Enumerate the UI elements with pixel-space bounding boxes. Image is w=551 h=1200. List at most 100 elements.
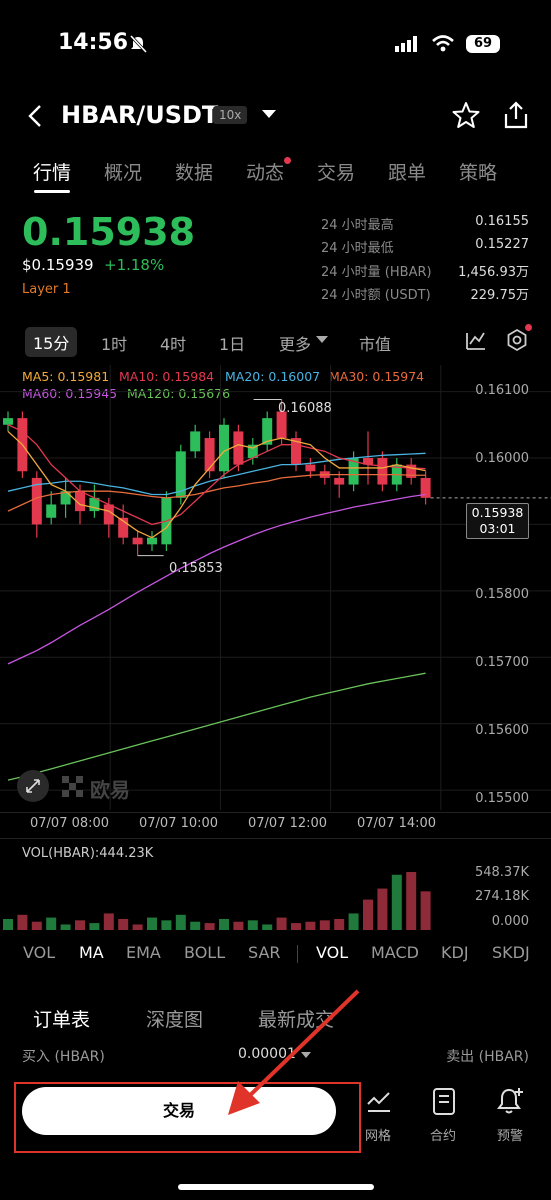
expand-icon xyxy=(26,779,40,793)
timeframe-4h[interactable]: 4时 xyxy=(160,335,187,354)
candle-down xyxy=(75,491,85,512)
stat-value-high: 0.16155 xyxy=(475,214,529,229)
stat-value-low: 0.15227 xyxy=(475,237,529,252)
pair-title[interactable]: HBAR/USDT xyxy=(61,101,219,129)
notification-dot xyxy=(284,157,291,164)
volume-bar-up xyxy=(175,914,186,930)
candlestick-chart[interactable] xyxy=(0,365,551,810)
volume-divider xyxy=(0,838,551,839)
volume-bar-down xyxy=(305,921,316,930)
candle-down xyxy=(291,438,301,465)
orderbook-panel xyxy=(0,980,551,1080)
ind-ma[interactable]: MA xyxy=(79,943,104,962)
layer-tag[interactable]: Layer 1 xyxy=(22,282,71,297)
ind-skdj[interactable]: SKDJ xyxy=(492,943,530,962)
highlight-box xyxy=(14,1082,361,1153)
x-tick-2: 07/07 12:00 xyxy=(248,816,328,831)
y-tick-4: 0.15600 xyxy=(475,723,529,738)
ma30-line xyxy=(7,473,426,512)
ob-sell-label: 卖出 (HBAR) xyxy=(446,1049,529,1065)
ma30-legend: MA30: 0.15974 xyxy=(329,369,425,384)
tab-news[interactable]: 动态 xyxy=(246,162,285,184)
okx-logo-icon xyxy=(62,776,83,797)
current-price-value: 0.15938 xyxy=(471,505,524,520)
ind-kdj[interactable]: KDJ xyxy=(441,943,469,962)
grid-icon[interactable] xyxy=(365,1088,393,1116)
contract-icon[interactable] xyxy=(430,1087,458,1117)
volume-chart xyxy=(3,872,431,930)
ob-precision[interactable]: 0.00001 xyxy=(238,1046,296,1062)
y-tick-1: 0.16000 xyxy=(475,451,529,466)
battery-icon: 69 xyxy=(466,35,500,53)
candle-down xyxy=(377,457,388,485)
tool-alert-label[interactable]: 预警 xyxy=(497,1129,524,1144)
price-change: +1.18% xyxy=(104,256,165,274)
star-icon[interactable] xyxy=(452,101,480,129)
ind-ema[interactable]: EMA xyxy=(126,943,161,962)
trade-button[interactable]: 交易 xyxy=(22,1087,336,1135)
expand-button[interactable] xyxy=(17,770,49,802)
ind-sar[interactable]: SAR xyxy=(248,943,281,962)
tab-trade[interactable]: 交易 xyxy=(317,162,356,184)
timeframe-15m[interactable]: 15分 xyxy=(25,327,78,357)
candle-down xyxy=(31,477,42,525)
last-price: 0.15938 xyxy=(22,210,196,254)
alert-bell-icon[interactable] xyxy=(495,1086,525,1116)
tab-overview[interactable]: 概况 xyxy=(104,162,143,184)
ind-boll[interactable]: BOLL xyxy=(184,943,226,962)
timeframe-marketcap[interactable]: 市值 xyxy=(359,335,392,354)
ob-tab-depth[interactable]: 深度图 xyxy=(146,1009,204,1031)
tab-strategy[interactable]: 策略 xyxy=(459,162,498,184)
candle-down xyxy=(420,477,431,498)
stat-label-volume: 24 小时量 (HBAR) xyxy=(321,265,432,280)
tool-grid-label[interactable]: 网格 xyxy=(365,1129,392,1144)
ma5-line xyxy=(7,430,426,539)
candle-up xyxy=(147,537,157,545)
vol-tick-2: 0.000 xyxy=(491,914,529,929)
ind-vol-main[interactable]: VOL xyxy=(23,943,56,962)
volume-bar-up xyxy=(262,924,273,930)
candle-down xyxy=(363,457,373,465)
volume-bar-down xyxy=(31,921,42,930)
vol-tick-1: 274.18K xyxy=(474,889,529,904)
ind-vol-sub[interactable]: VOL xyxy=(316,943,349,962)
volume-bar-down xyxy=(319,920,330,930)
timeframe-1h[interactable]: 1时 xyxy=(101,335,128,354)
ind-macd[interactable]: MACD xyxy=(371,943,419,962)
timeframe-1d[interactable]: 1日 xyxy=(219,335,246,354)
volume-bar-up xyxy=(348,913,359,930)
tab-data[interactable]: 数据 xyxy=(175,162,214,184)
stat-label-low: 24 小时最低 xyxy=(321,241,394,256)
precision-chevron-icon xyxy=(301,1052,311,1058)
volume-bar-up xyxy=(46,917,57,930)
tab-market[interactable]: 行情 xyxy=(33,162,72,184)
ob-tab-orderbook[interactable]: 订单表 xyxy=(33,1009,91,1031)
countdown: 03:01 xyxy=(479,521,516,536)
candle-up xyxy=(89,497,100,512)
timeframe-more[interactable]: 更多 xyxy=(279,335,312,354)
candle-up xyxy=(190,431,201,452)
volume-bar-up xyxy=(219,918,229,930)
back-icon[interactable] xyxy=(26,104,44,128)
settings-icon[interactable] xyxy=(505,328,529,352)
candle-up xyxy=(175,451,186,498)
volume-bar-down xyxy=(276,917,287,930)
y-tick-0: 0.16100 xyxy=(475,383,529,398)
current-price-tag: 0.15938 03:01 xyxy=(466,503,529,539)
x-tick-1: 07/07 10:00 xyxy=(139,816,219,831)
volume-bar-down xyxy=(363,899,373,930)
price-usd: $0.15939 xyxy=(22,256,94,274)
ob-tab-trades[interactable]: 最新成交 xyxy=(258,1009,335,1031)
tab-underline xyxy=(34,190,70,193)
indicator-icon[interactable] xyxy=(465,329,487,351)
y-tick-2: 0.15800 xyxy=(475,587,529,602)
volume-bar-down xyxy=(132,924,143,930)
candle-up xyxy=(247,444,258,458)
tab-copy[interactable]: 跟单 xyxy=(388,162,427,184)
ma20-line xyxy=(7,452,426,496)
watermark: 欧易 xyxy=(90,778,130,802)
tool-contract-label[interactable]: 合约 xyxy=(430,1129,457,1144)
chevron-down-icon[interactable] xyxy=(262,110,276,120)
share-icon[interactable] xyxy=(502,100,530,130)
volume-bar-down xyxy=(334,918,345,930)
